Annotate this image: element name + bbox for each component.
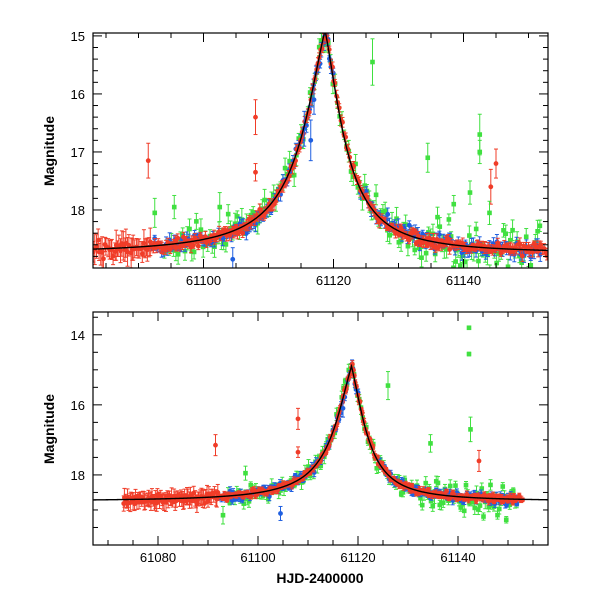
bottom-x-axis-label: HJD-2400000: [276, 570, 363, 586]
top-point-blue: [308, 119, 314, 162]
top-y-tick-label: 17: [71, 145, 85, 160]
top-point-red: [322, 24, 327, 29]
top-axes-frame: [92, 32, 549, 269]
bottom-point-red: [444, 488, 449, 494]
bottom-x-tick-label: 61120: [340, 550, 375, 565]
top-point-green: [425, 142, 431, 173]
top-point-green: [505, 258, 511, 268]
bottom-ticks: 61080 61100 61120 61140 14 16 18: [71, 312, 548, 565]
top-y-tick-label: 16: [71, 87, 85, 102]
bottom-point-blue: [278, 505, 283, 521]
bottom-y-tick-label: 16: [71, 398, 85, 413]
bottom-point-red: [213, 434, 218, 457]
bottom-y-axis-label: Magnitude: [41, 394, 57, 464]
bottom-point-red: [295, 407, 301, 430]
top-point-red: [253, 163, 258, 182]
top-panel: 61100 61120 61140 15 16 17 18 Magnitude: [41, 24, 549, 288]
top-y-tick-label: 15: [71, 29, 85, 44]
bottom-point-green: [220, 505, 226, 525]
top-x-tick-label: 61120: [316, 273, 351, 288]
top-point-red: [496, 241, 502, 252]
bottom-point-blue: [340, 399, 346, 418]
top-point-green: [171, 194, 177, 220]
bottom-point-green: [243, 465, 248, 481]
top-point-green: [510, 219, 515, 242]
bottom-point-green: [503, 516, 509, 524]
top-point-green: [537, 219, 543, 233]
bottom-point-green: [500, 482, 506, 491]
top-ticks: 61100 61120 61140 15 16 17 18: [71, 29, 548, 288]
top-point-red: [253, 99, 258, 136]
top-y-tick-label: 18: [71, 203, 85, 218]
top-point-green: [451, 194, 457, 214]
top-x-tick-label: 61100: [186, 273, 221, 288]
top-point-green: [235, 210, 240, 223]
bottom-point-green: [466, 351, 472, 357]
top-point-red: [493, 148, 499, 179]
top-point-green: [473, 221, 479, 237]
top-point-green: [194, 212, 199, 230]
bottom-y-tick-label: 18: [71, 468, 85, 483]
top-point-green: [487, 264, 493, 268]
bottom-x-tick-label: 61100: [240, 550, 275, 565]
top-point-red: [445, 234, 451, 244]
bottom-x-tick-label: 61140: [440, 550, 475, 565]
top-model-curve: [93, 33, 548, 252]
top-y-axis-label: Magnitude: [41, 116, 57, 186]
bottom-point-green: [430, 500, 436, 512]
top-point-green: [467, 180, 473, 205]
top-point-green: [490, 267, 495, 268]
top-point-green: [487, 200, 492, 225]
top-point-blue: [230, 247, 236, 268]
bottom-point-green: [428, 434, 433, 453]
top-point-green: [503, 224, 509, 243]
top-point-red: [145, 142, 151, 179]
top-point-green: [217, 192, 223, 223]
bottom-axes-frame: [92, 311, 549, 546]
top-point-red: [110, 246, 116, 266]
bottom-point-red: [476, 449, 482, 472]
top-point-green: [446, 213, 452, 226]
top-point-green: [370, 38, 375, 86]
bottom-data-points: [121, 325, 525, 525]
bottom-panel: 61080 61100 61120 61140 14 16 18 Magnitude HJD…: [41, 311, 549, 586]
bottom-model-curve: [93, 363, 548, 501]
top-point-green: [526, 265, 531, 268]
top-point-green: [419, 247, 424, 268]
top-point-green: [476, 253, 481, 268]
top-point-green: [373, 184, 379, 206]
bottom-point-green: [466, 325, 472, 331]
top-x-tick-label: 61140: [446, 273, 481, 288]
top-point-green: [477, 139, 483, 165]
top-point-blue: [436, 230, 442, 239]
top-point-green: [152, 197, 158, 228]
top-point-green: [225, 204, 231, 225]
bottom-point-green: [481, 512, 486, 521]
bottom-point-green: [463, 480, 469, 490]
bottom-point-green: [488, 479, 493, 491]
bottom-point-red: [295, 446, 301, 458]
bottom-point-red: [409, 482, 415, 489]
bottom-point-green: [385, 371, 391, 401]
bottom-point-green: [468, 416, 473, 443]
bottom-y-tick-label: 14: [71, 328, 85, 343]
bottom-x-tick-label: 61080: [140, 550, 176, 565]
top-point-blue: [406, 220, 412, 231]
top-point-green: [465, 259, 470, 268]
top-point-red: [488, 168, 494, 205]
top-data-points: [93, 24, 548, 268]
